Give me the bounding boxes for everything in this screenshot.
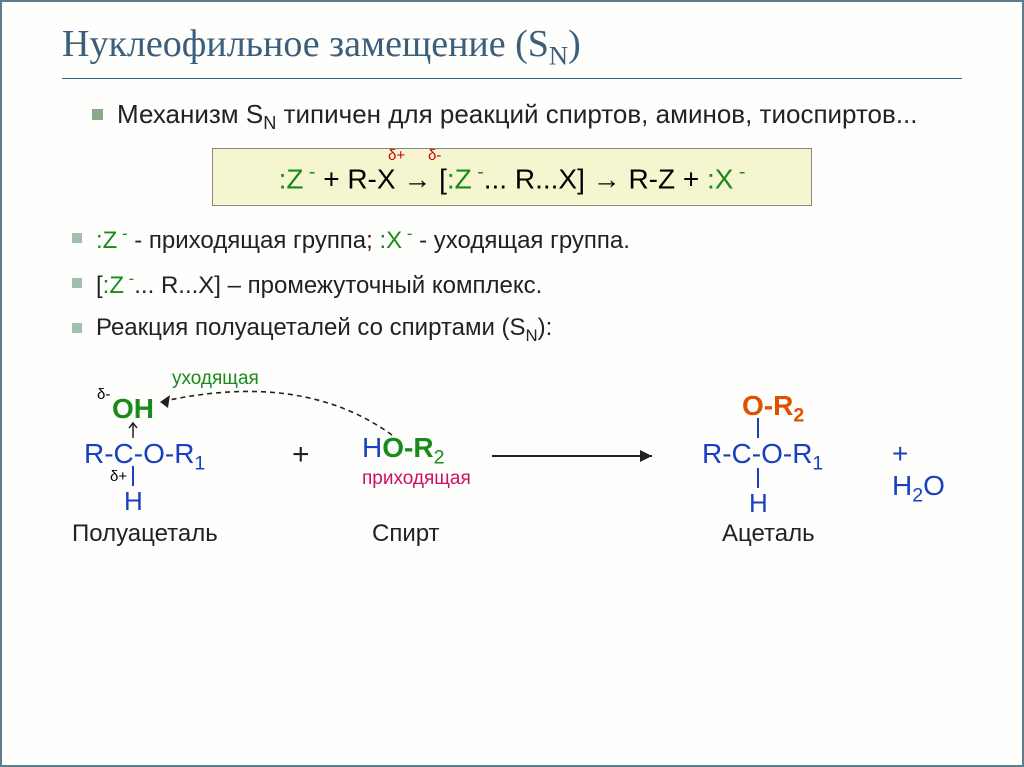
label-incoming: приходящая: [362, 468, 471, 490]
or2-group: O-R2: [742, 390, 804, 428]
bond-line: [132, 466, 134, 486]
bullet-1: Механизм SN типичен для реакций спиртов,…: [92, 99, 962, 134]
reaction-arrow: [492, 446, 662, 466]
bullet-2: :Z - - приходящая группа; :X - - уходяща…: [72, 224, 962, 255]
label-acetal: Ацеталь: [722, 520, 815, 548]
slide-title: Нуклеофильное замещение (SN): [62, 22, 962, 79]
reaction-diagram: уходящая δ- OH R-C-O-R1 δ+ H Полуацеталь…: [62, 360, 962, 590]
bullet-icon: [92, 109, 103, 120]
label-hemiacetal: Полуацеталь: [72, 520, 218, 548]
bullet-icon: [72, 233, 82, 243]
h-atom: H: [749, 488, 768, 519]
acetal-formula: R-C-O-R1: [702, 438, 823, 476]
water: + H2O: [892, 438, 962, 508]
bullet-3: [:Z -... R...X] – промежуточный комплекс…: [72, 269, 962, 300]
bond-line: [757, 418, 759, 438]
bullet-icon: [72, 323, 82, 333]
equation-box: δ+ δ- :Z - + R-X → [:Z -... R...X] → R-Z…: [212, 148, 812, 206]
label-alcohol: Спирт: [372, 520, 440, 548]
delta-plus: δ+: [110, 468, 127, 485]
mechanism-arrow: [152, 380, 412, 450]
bullet-icon: [72, 278, 82, 288]
delta-minus: δ-: [97, 386, 110, 403]
bond-line: [757, 468, 759, 488]
bullet-4: Реакция полуацеталей со спиртами (SN):: [72, 314, 962, 346]
h-atom: H: [124, 486, 143, 517]
bond-arrow: [127, 420, 139, 438]
